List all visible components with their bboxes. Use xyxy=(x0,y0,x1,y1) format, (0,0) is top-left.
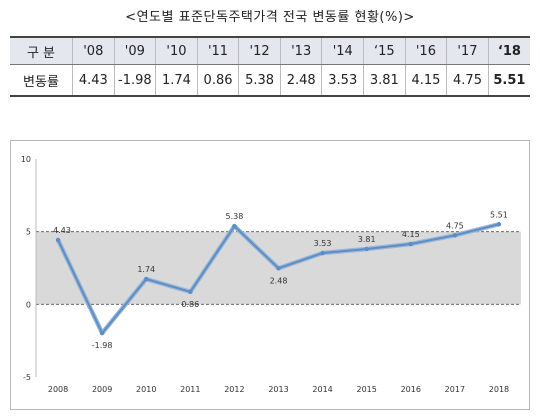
value-cell: 3.81 xyxy=(363,64,406,97)
year-cell: '16 xyxy=(404,36,447,65)
value-cell: -1.98 xyxy=(113,64,156,97)
data-label: 4.75 xyxy=(446,221,464,230)
table-row-label: 변동률 xyxy=(10,64,73,97)
year-cell: '12 xyxy=(238,36,281,65)
data-label: 5.51 xyxy=(490,210,508,219)
x-tick-label: 2018 xyxy=(489,385,509,394)
data-label: 1.74 xyxy=(137,265,155,274)
year-cell: '08 xyxy=(72,36,115,65)
x-tick-label: 2009 xyxy=(92,385,112,394)
data-point xyxy=(188,289,193,295)
chart-svg: 10 5 0 -5 2008 2009 2010 2011 2012 2013 2014 2015 20… xyxy=(21,155,521,394)
x-tick-label: 2011 xyxy=(180,385,200,394)
data-point xyxy=(55,237,61,243)
y-tick-label: 5 xyxy=(26,228,31,237)
data-label: 3.81 xyxy=(358,235,376,244)
table-header-label: 구 분 xyxy=(10,36,73,65)
x-tick-label: 2013 xyxy=(268,385,288,394)
value-cell: 4.75 xyxy=(446,64,489,97)
data-point xyxy=(276,266,281,271)
y-tick-label: 10 xyxy=(21,155,31,164)
rate-table: 구 분 '08 '09 '10 '11 '12 '13 '14 ‘15 '16 … xyxy=(10,36,530,97)
data-point xyxy=(364,246,369,252)
x-tick-label: 2017 xyxy=(445,385,465,394)
y-tick-label: -5 xyxy=(23,373,31,382)
data-label: 2.48 xyxy=(270,276,288,285)
data-label: -1.98 xyxy=(92,341,113,350)
year-cell: ‘18 xyxy=(487,36,530,65)
year-cell: '09 xyxy=(113,36,156,65)
data-point xyxy=(320,250,325,256)
value-cell: 2.48 xyxy=(279,64,322,97)
year-cell: '10 xyxy=(155,36,198,65)
value-cell: 5.38 xyxy=(238,64,281,97)
value-cell: 4.15 xyxy=(404,64,447,97)
data-point xyxy=(452,233,458,238)
x-tick-label: 2012 xyxy=(224,385,244,394)
year-cell: '11 xyxy=(196,36,239,65)
year-cell: '17 xyxy=(446,36,489,65)
data-label: 3.53 xyxy=(314,239,332,248)
data-point xyxy=(232,223,237,229)
x-tick-label: 2015 xyxy=(357,385,377,394)
table-value-row: 변동률 4.43 -1.98 1.74 0.86 5.38 2.48 3.53 … xyxy=(10,64,530,97)
value-cell: 3.53 xyxy=(321,64,364,97)
y-tick-label: 0 xyxy=(26,300,31,309)
value-cell: 5.51 xyxy=(487,64,530,97)
line-chart: 10 5 0 -5 2008 2009 2010 2011 2012 2013 2014 2015 20… xyxy=(10,140,530,410)
data-label: 0.86 xyxy=(181,300,199,309)
value-cell: 4.43 xyxy=(72,64,115,97)
data-point xyxy=(496,222,502,227)
x-tick-label: 2016 xyxy=(401,385,421,394)
data-point xyxy=(144,276,149,282)
year-cell: '14 xyxy=(321,36,364,65)
data-point xyxy=(408,241,413,247)
data-label: 4.43 xyxy=(53,226,71,235)
value-cell: 0.86 xyxy=(196,64,239,97)
data-label: 4.15 xyxy=(402,230,420,239)
data-label: 5.38 xyxy=(226,212,244,221)
x-tick-label: 2010 xyxy=(136,385,156,394)
x-tick-label: 2014 xyxy=(312,385,332,394)
page-title: <연도별 표준단독주택가격 전국 변동률 현황(%)> xyxy=(125,10,415,25)
year-cell: '13 xyxy=(279,36,322,65)
table-header-row: 구 분 '08 '09 '10 '11 '12 '13 '14 ‘15 '16 … xyxy=(10,36,530,65)
x-tick-label: 2008 xyxy=(48,385,68,394)
year-cell: ‘15 xyxy=(363,36,406,65)
data-point xyxy=(99,330,105,336)
value-cell: 1.74 xyxy=(155,64,198,97)
